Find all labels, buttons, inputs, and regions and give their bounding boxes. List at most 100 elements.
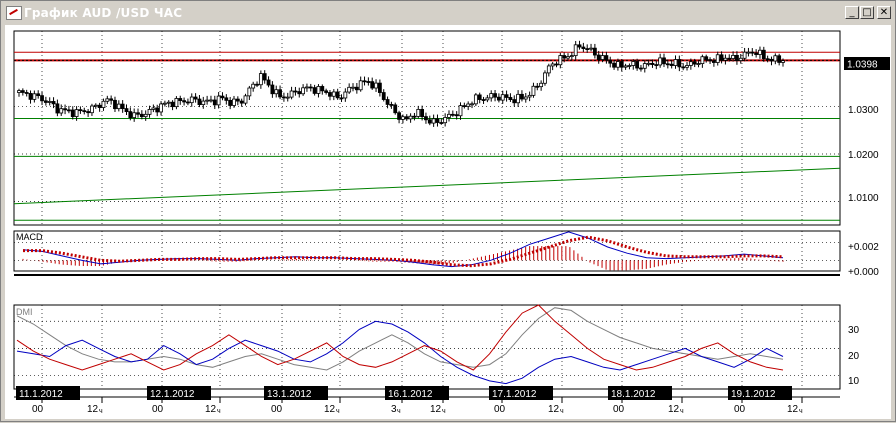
price-panel[interactable]: 1.0398 1.0300 1.0200 1.0100 xyxy=(13,30,890,226)
candle-body xyxy=(262,73,267,81)
candle-body xyxy=(489,93,494,99)
candle-body xyxy=(312,87,317,94)
candle-body xyxy=(362,80,367,83)
candle-body xyxy=(335,91,340,99)
time-label: 12 xyxy=(430,404,442,415)
candle-body xyxy=(769,58,774,62)
candle-body xyxy=(151,107,156,110)
candle-body xyxy=(458,105,463,117)
minimize-button[interactable]: _ xyxy=(845,6,859,19)
candle-body xyxy=(592,47,597,56)
dmi-panel[interactable]: DMI 30 20 10 xyxy=(13,304,860,390)
candle-body xyxy=(711,60,716,63)
candle-body xyxy=(243,95,248,104)
time-label-suffix: ч xyxy=(336,408,340,415)
candle-body xyxy=(116,103,121,110)
price-axis-label: 1.0100 xyxy=(848,193,879,204)
candle-body xyxy=(777,55,782,63)
candle-body xyxy=(527,94,532,98)
candle-body xyxy=(351,86,355,89)
candle-body xyxy=(28,93,33,100)
candle-body xyxy=(63,108,67,111)
candle-body xyxy=(696,63,701,65)
candle-body xyxy=(251,83,256,89)
candle-body xyxy=(450,113,455,116)
restore-button[interactable]: □ xyxy=(860,6,874,19)
candle-body xyxy=(109,98,114,101)
candle-body xyxy=(539,82,544,88)
candle-body xyxy=(51,101,56,105)
candle-body xyxy=(616,61,620,68)
candle-body xyxy=(374,82,378,89)
candle-body xyxy=(531,85,536,96)
price-panel-frame xyxy=(13,30,841,226)
time-label: 12 xyxy=(205,404,217,415)
candle-body xyxy=(285,96,290,99)
candle-body xyxy=(543,72,547,84)
time-label-suffix: ч xyxy=(680,408,684,415)
candle-body xyxy=(289,90,294,98)
candle-body xyxy=(566,56,570,59)
time-labels: 00 12 ч 00 12 ч 00 12 ч 3 ч 12 ч 00 12 ч… xyxy=(32,404,803,415)
date-label: 13.1.2012 xyxy=(264,386,328,400)
candle-body xyxy=(746,51,751,54)
chart-canvas[interactable]: 1.0398 1.0300 1.0200 1.0100 MACD +0.002 … xyxy=(5,25,891,419)
candle-body xyxy=(147,109,152,115)
candle-body xyxy=(642,63,647,69)
candle-body xyxy=(247,87,252,97)
time-label: 00 xyxy=(271,404,283,415)
time-label-suffix: ч xyxy=(99,408,103,415)
candle-body xyxy=(600,55,605,60)
candle-body xyxy=(212,99,217,106)
candle-body xyxy=(546,65,551,74)
candle-body xyxy=(627,65,632,67)
candle-body xyxy=(754,52,759,55)
candle-body xyxy=(239,100,244,104)
candle-body xyxy=(523,96,528,100)
candle-body xyxy=(354,86,359,91)
candle-body xyxy=(90,105,94,114)
candle-body xyxy=(78,109,83,112)
date-labels: 11.1.2012 12.1.2012 13.1.2012 16.1.2012 … xyxy=(16,386,792,400)
candle-body xyxy=(623,65,628,68)
candle-body xyxy=(324,90,329,93)
close-button[interactable]: ✕ xyxy=(877,6,891,19)
date-label: 12.1.2012 xyxy=(147,386,211,400)
chart-area[interactable]: 1.0398 1.0300 1.0200 1.0100 MACD +0.002 … xyxy=(5,25,891,419)
time-label-suffix: ч xyxy=(217,408,221,415)
macd-panel[interactable]: MACD +0.002 +0.000 xyxy=(13,230,879,278)
candle-body xyxy=(500,94,505,101)
candle-body xyxy=(36,93,41,97)
candle-body xyxy=(228,99,233,106)
candle-body xyxy=(719,54,724,61)
candle-body xyxy=(297,91,302,95)
candle-body xyxy=(270,84,275,95)
candle-body xyxy=(224,97,229,101)
time-label: 00 xyxy=(734,404,746,415)
candle-body xyxy=(132,112,137,119)
title-bar[interactable]: График AUD /USD ЧАС _ □ ✕ xyxy=(2,2,894,24)
candle-body xyxy=(731,54,735,59)
candle-body xyxy=(278,89,282,98)
candle-body xyxy=(258,73,263,86)
candle-body xyxy=(481,99,486,101)
candle-body xyxy=(485,97,490,101)
candle-body xyxy=(454,114,459,117)
candle-body xyxy=(124,108,129,113)
date-label: 16.1.2012 xyxy=(385,386,449,400)
candle-body xyxy=(408,115,413,120)
candle-body xyxy=(82,110,87,113)
candle-body xyxy=(139,113,144,118)
candle-body xyxy=(512,99,517,104)
candle-body xyxy=(189,96,194,104)
candle-body xyxy=(520,93,524,100)
candle-body xyxy=(424,116,428,121)
candle-body xyxy=(692,61,697,65)
candle-body xyxy=(155,107,160,113)
candle-body xyxy=(604,55,609,61)
candle-body xyxy=(389,104,394,106)
candle-body xyxy=(685,65,689,68)
candle-body xyxy=(619,61,624,68)
plus-di-line xyxy=(16,320,784,385)
